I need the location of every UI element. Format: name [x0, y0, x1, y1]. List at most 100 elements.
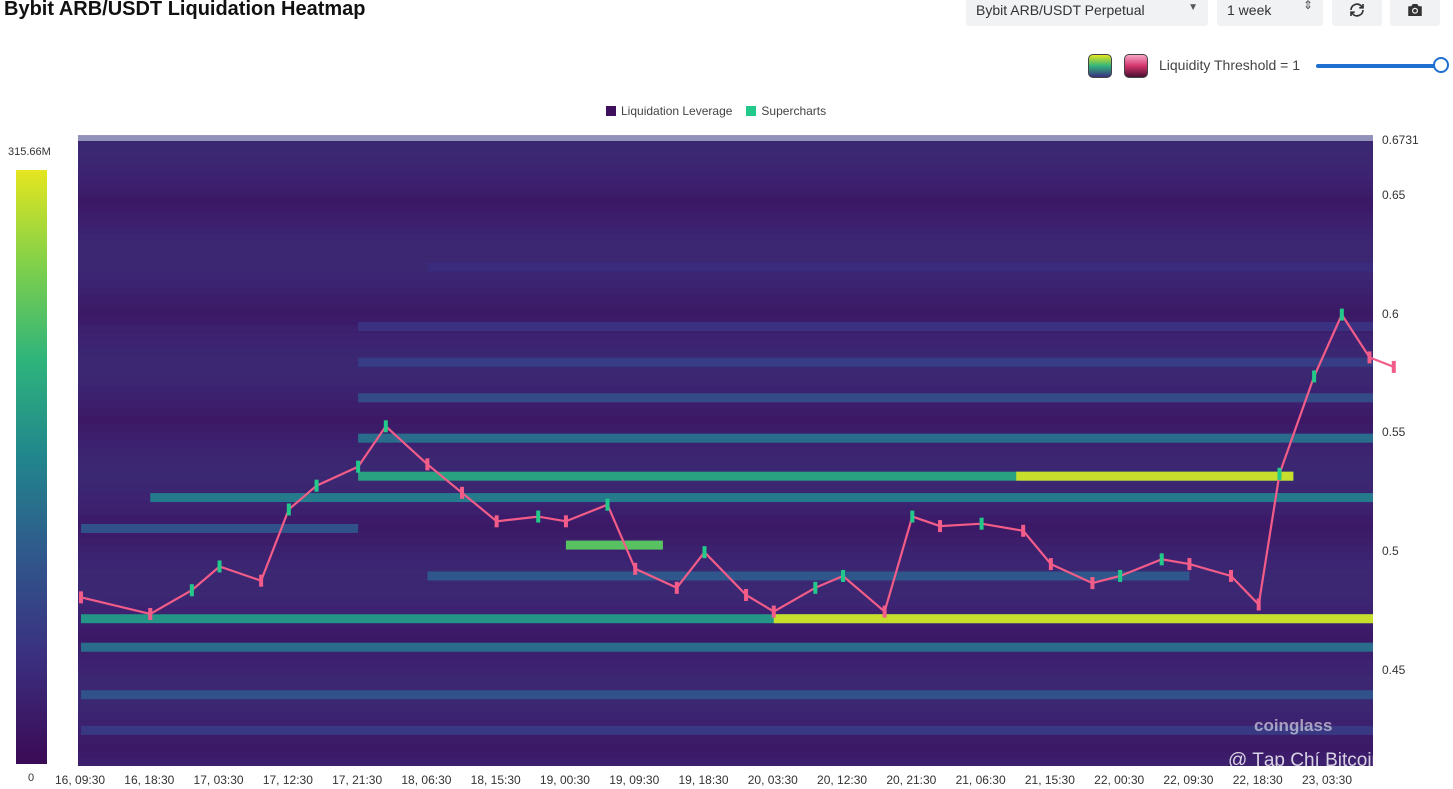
- heatmap-texture-row: [78, 135, 1373, 143]
- heatmap-texture-row: [78, 309, 1373, 318]
- price-candle: [979, 517, 984, 530]
- heatmap-texture-row: [78, 667, 1373, 675]
- y-tick-label: 0.45: [1382, 662, 1406, 677]
- pair-select-label: Bybit ARB/USDT Perpetual: [976, 2, 1145, 18]
- heatmap-texture-row: [78, 195, 1373, 204]
- refresh-icon: [1350, 3, 1364, 17]
- heatmap-texture-row: [78, 287, 1373, 295]
- heatmap-texture-row: [78, 302, 1373, 310]
- x-tick-label: 22, 18:30: [1232, 773, 1283, 787]
- price-candle: [910, 510, 915, 523]
- price-candle: [536, 510, 541, 523]
- legend-item-supercharts[interactable]: Supercharts: [746, 104, 826, 118]
- magma-palette-swatch[interactable]: [1124, 54, 1148, 78]
- price-candle: [1090, 577, 1095, 590]
- price-candle: [1159, 553, 1164, 566]
- heatmap-texture-row: [78, 188, 1373, 196]
- legend-label: Liquidation Leverage: [621, 104, 733, 118]
- heatmap-texture-row: [78, 591, 1373, 599]
- heatmap-texture-row: [78, 674, 1373, 683]
- heatmap-texture-row: [78, 332, 1373, 341]
- price-candle: [1256, 598, 1261, 611]
- x-tick-label: 18, 15:30: [470, 773, 521, 787]
- heatmap-texture-row: [78, 180, 1373, 189]
- heatmap-texture-row: [78, 294, 1373, 303]
- heatmap-texture-row: [78, 712, 1373, 721]
- liquidation-band: [565, 540, 663, 550]
- liquidation-band: [358, 433, 1373, 443]
- heatmap-texture-row: [78, 370, 1373, 379]
- x-tick-label: 17, 03:30: [193, 773, 244, 787]
- x-tick-label: 20, 03:30: [747, 773, 798, 787]
- price-candle: [882, 605, 887, 618]
- heatmap-texture-row: [78, 750, 1373, 759]
- heatmap-texture-row: [78, 461, 1373, 470]
- liquidation-band: [150, 493, 1374, 503]
- liquidation-band: [81, 523, 359, 533]
- viridis-palette-swatch[interactable]: [1088, 54, 1112, 78]
- price-candle: [286, 503, 291, 516]
- threshold-label: Liquidity Threshold = 1: [1159, 57, 1300, 73]
- price-candle: [938, 520, 943, 533]
- x-tick-label: 19, 18:30: [678, 773, 729, 787]
- up-down-icon: ⇕: [1302, 0, 1313, 12]
- heatmap-texture-row: [78, 256, 1373, 265]
- price-candle: [494, 515, 499, 528]
- price-candle: [1118, 569, 1123, 582]
- x-tick-label: 16, 18:30: [124, 773, 175, 787]
- heatmap-texture-row: [78, 454, 1373, 462]
- chart-legend: Liquidation Leverage Supercharts: [606, 104, 826, 118]
- price-candle: [79, 591, 83, 604]
- heatmap-texture-row: [78, 720, 1373, 728]
- heatmap-texture-row: [78, 530, 1373, 538]
- heatmap-texture-row: [78, 157, 1373, 166]
- y-tick-label: 0.5: [1382, 544, 1399, 559]
- heatmap-texture-row: [78, 241, 1373, 250]
- heatmap-texture-row: [78, 697, 1373, 706]
- colorbar-min-label: 0: [28, 772, 35, 784]
- heatmap-texture-row: [78, 499, 1373, 508]
- heatmap-texture-row: [78, 682, 1373, 690]
- refresh-button[interactable]: [1332, 0, 1382, 26]
- range-select[interactable]: 1 week ⇕: [1217, 0, 1323, 26]
- heatmap-texture-row: [78, 484, 1373, 493]
- heatmap-texture-row: [78, 629, 1373, 637]
- heatmap-texture-row: [78, 621, 1373, 630]
- price-candle: [674, 581, 679, 594]
- heatmap-texture-row: [78, 203, 1373, 212]
- range-select-label: 1 week: [1227, 2, 1272, 18]
- threshold-slider-handle[interactable]: [1433, 57, 1449, 73]
- heatmap-texture-row: [78, 446, 1373, 455]
- heatmap-texture-row: [78, 583, 1373, 592]
- liquidation-band: [358, 393, 1373, 403]
- heatmap-texture-row: [78, 651, 1373, 660]
- heatmap-texture-row: [78, 249, 1373, 257]
- heatmap-texture-row: [78, 150, 1373, 158]
- x-tick-label: 16, 09:30: [55, 773, 106, 787]
- heatmap-texture-row: [78, 423, 1373, 432]
- x-tick-label: 19, 00:30: [539, 773, 590, 787]
- x-tick-label: 18, 06:30: [401, 773, 452, 787]
- price-candle: [148, 607, 153, 620]
- colorbar-max-label: 315.66M: [8, 146, 51, 158]
- heatmap-texture-row: [78, 363, 1373, 371]
- heatmap-texture-row: [78, 401, 1373, 409]
- price-candle: [813, 581, 818, 594]
- pair-select[interactable]: Bybit ARB/USDT Perpetual ▼: [966, 0, 1208, 26]
- camera-icon: [1408, 4, 1422, 16]
- legend-item-liquidation-leverage[interactable]: Liquidation Leverage: [606, 104, 732, 118]
- price-candle: [1021, 524, 1026, 537]
- price-candle: [217, 560, 222, 573]
- heatmap-texture-row: [78, 439, 1373, 447]
- x-tick-label: 20, 21:30: [886, 773, 937, 787]
- threshold-slider[interactable]: [1316, 64, 1440, 68]
- x-tick-label: 21, 15:30: [1024, 773, 1075, 787]
- heatmap-texture-row: [78, 560, 1373, 569]
- price-candle: [425, 458, 430, 471]
- price-candle: [1367, 351, 1372, 364]
- heatmap-texture-row: [78, 659, 1373, 668]
- price-candle: [1228, 569, 1233, 582]
- screenshot-button[interactable]: [1390, 0, 1440, 26]
- price-candle: [1277, 467, 1282, 480]
